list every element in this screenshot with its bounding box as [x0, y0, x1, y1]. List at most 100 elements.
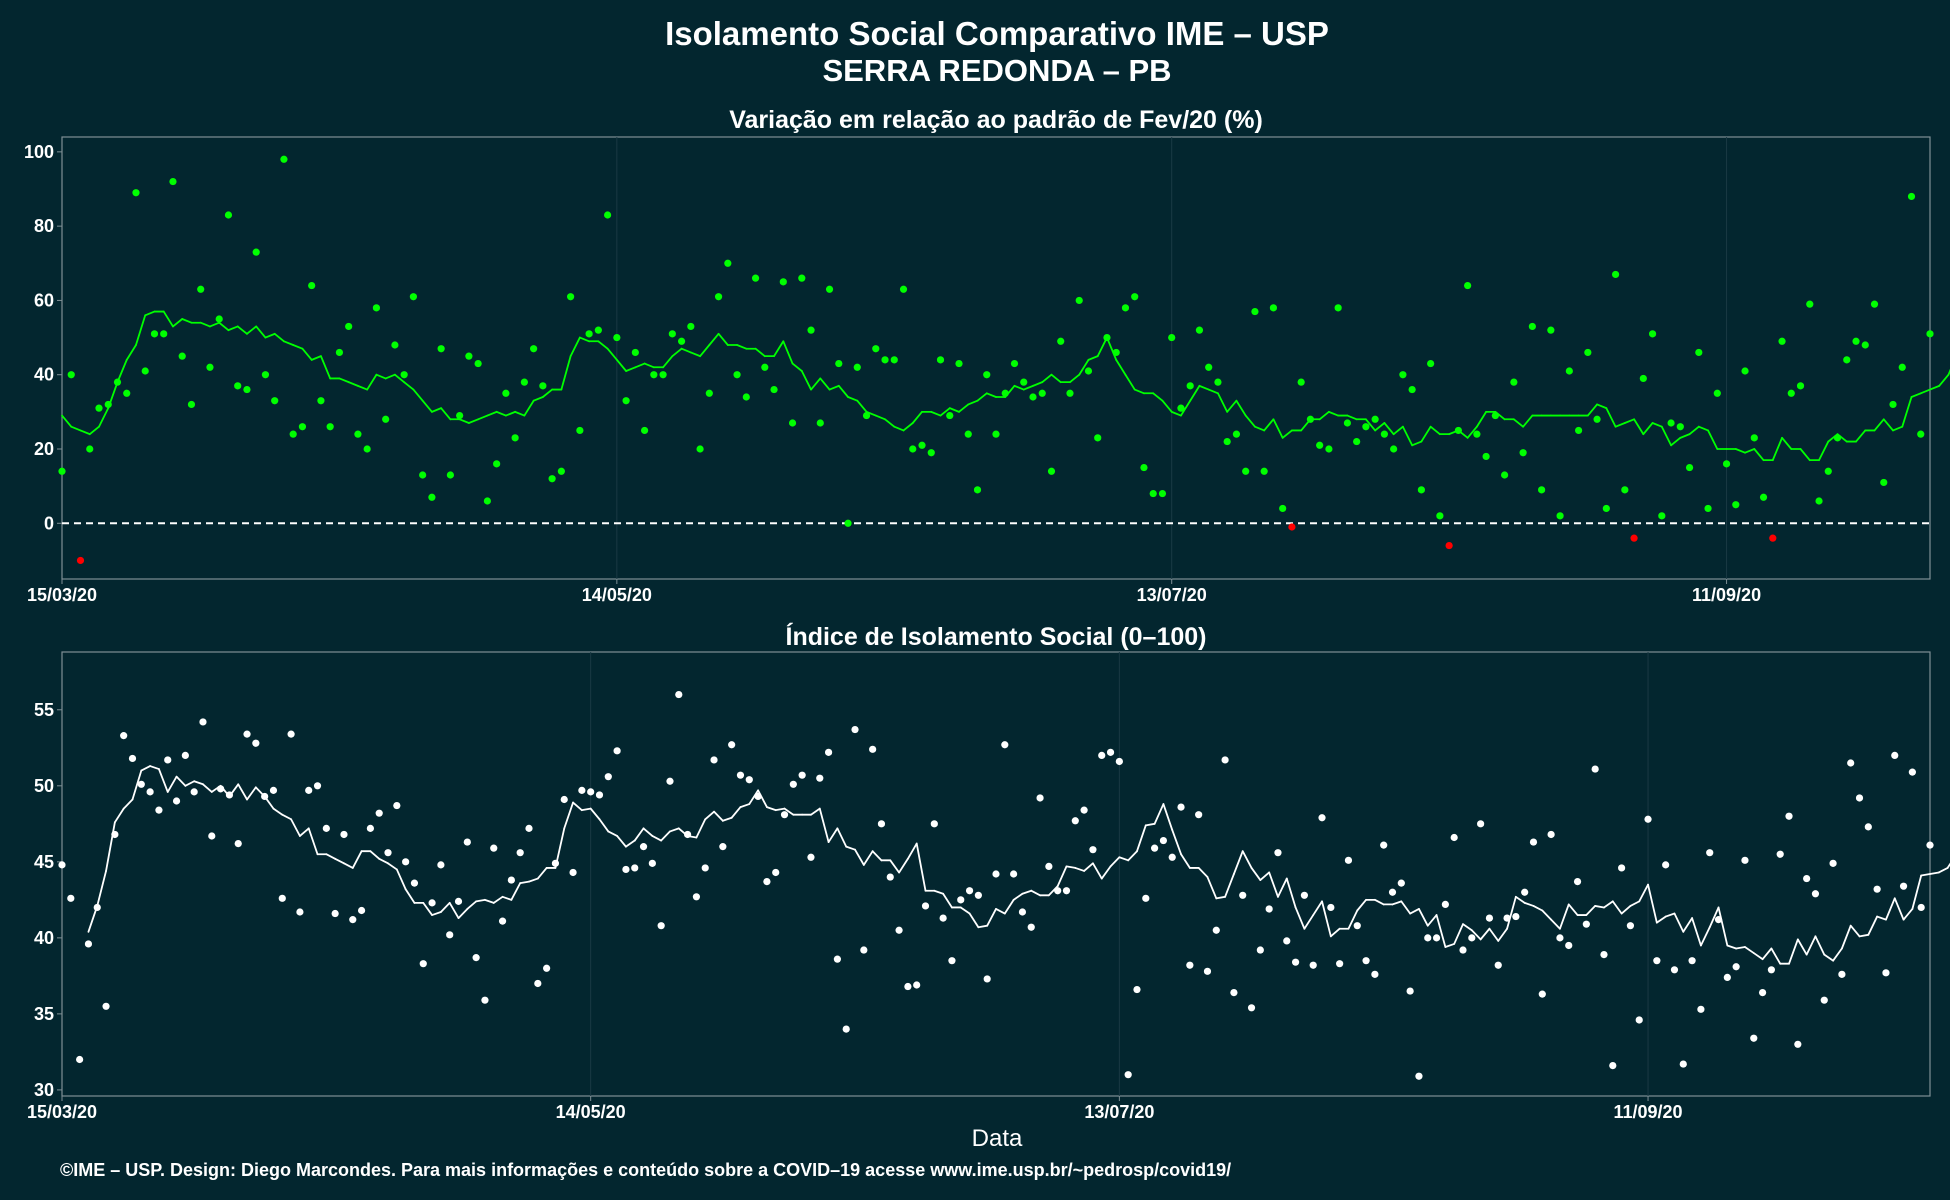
data-point [1195, 811, 1203, 819]
data-point [1362, 423, 1370, 431]
moving-average-segment [1235, 399, 1247, 417]
moving-average-segment [1919, 388, 1931, 395]
data-point [391, 341, 399, 349]
moving-average-segment [1497, 927, 1508, 942]
moving-average-segment [1855, 429, 1867, 443]
data-point [578, 786, 586, 794]
moving-average-segment [1744, 946, 1755, 954]
moving-average-segment [607, 830, 619, 837]
moving-average-segment [448, 901, 460, 919]
data-point [779, 278, 787, 286]
data-point [1658, 512, 1666, 520]
data-point [1494, 961, 1502, 969]
moving-average-segment [1920, 873, 1931, 877]
data-point [1667, 419, 1675, 427]
moving-average-segment [671, 347, 683, 358]
moving-average-segment [1392, 425, 1404, 436]
data-point [770, 385, 778, 394]
data-point [1010, 359, 1019, 368]
moving-average-segment [1744, 448, 1756, 454]
data-point [502, 389, 510, 397]
moving-average-segment [1893, 897, 1905, 921]
data-point [1212, 926, 1220, 934]
moving-average-segment [708, 332, 720, 346]
moving-average-segment [162, 310, 174, 328]
moving-average-segment [181, 318, 193, 324]
data-point [1415, 1072, 1423, 1080]
data-point [639, 843, 648, 851]
moving-average-segment [1929, 871, 1940, 875]
moving-average-segment [1796, 938, 1808, 956]
moving-average-segment [1435, 914, 1447, 948]
data-point [104, 400, 112, 409]
moving-average-segment [519, 880, 530, 885]
moving-average-segment [774, 807, 786, 812]
moving-average-segment [1910, 392, 1922, 398]
moving-average-segment [532, 396, 544, 402]
moving-average-segment [193, 780, 204, 786]
moving-average-segment [695, 818, 707, 839]
moving-average-segment [933, 889, 945, 895]
moving-average-segment [1244, 414, 1256, 428]
moving-average-segment [1215, 895, 1226, 900]
moving-average-segment [1180, 853, 1191, 869]
data-point [1776, 850, 1784, 858]
data-point [1852, 337, 1860, 345]
data-point [1316, 441, 1324, 449]
data-point [1685, 463, 1694, 472]
data-point [1424, 934, 1432, 942]
data-point [1133, 985, 1141, 994]
data-point [1131, 293, 1139, 301]
data-point [67, 894, 75, 902]
data-point [243, 385, 251, 394]
moving-average-segment [598, 818, 610, 833]
moving-average-segment [307, 827, 319, 856]
moving-average-segment [79, 429, 91, 436]
data-point [120, 732, 128, 740]
data-point [1593, 415, 1601, 423]
moving-average-segment [1373, 898, 1385, 906]
data-point [409, 293, 418, 301]
moving-average-segment [1303, 914, 1315, 930]
moving-average-segment [431, 407, 443, 413]
data-point [964, 430, 972, 438]
moving-average-segment [1605, 407, 1617, 428]
data-point [375, 809, 383, 817]
moving-average-segment [669, 827, 680, 833]
moving-average-segment [439, 901, 451, 913]
moving-average-segment [366, 373, 378, 391]
data-point [1168, 853, 1176, 861]
data-point [1662, 861, 1670, 869]
moving-average-segment [1532, 905, 1544, 912]
moving-average-segment [1272, 418, 1284, 439]
y-tick-label: 50 [34, 776, 54, 796]
data-point [187, 400, 196, 409]
moving-average-segment [1161, 399, 1173, 413]
moving-average-segment [1144, 822, 1156, 827]
moving-average-segment [457, 908, 469, 919]
data-point [1325, 445, 1333, 453]
data-point [269, 786, 278, 794]
moving-average-segment [369, 850, 381, 860]
moving-average-segment [273, 332, 285, 343]
data-point [1824, 467, 1832, 475]
x-axis-label: Data [972, 1125, 1023, 1152]
data-point [1454, 426, 1462, 435]
moving-average-segment [713, 810, 724, 822]
moving-average-segment [272, 807, 284, 816]
data-point [1288, 523, 1296, 531]
moving-average-segment [1321, 900, 1332, 938]
moving-average-segment [1735, 946, 1746, 950]
data-point [1336, 960, 1344, 968]
moving-average-segment [1207, 388, 1219, 395]
data-point [696, 445, 704, 453]
x-tick-label: 11/09/20 [1692, 585, 1761, 605]
data-point [569, 868, 577, 877]
moving-average-segment [889, 859, 900, 874]
data-point [1062, 887, 1071, 895]
data-point [86, 445, 94, 453]
moving-average-segment [1263, 418, 1275, 432]
data-point [1371, 970, 1379, 978]
data-point [640, 426, 649, 435]
